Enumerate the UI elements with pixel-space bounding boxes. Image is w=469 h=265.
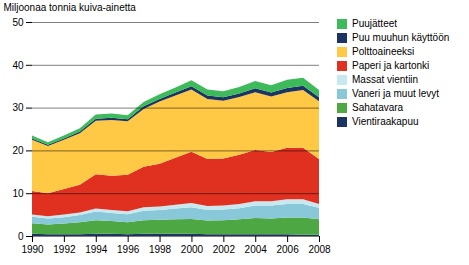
svg-text:20: 20	[12, 145, 24, 156]
svg-text:40: 40	[12, 60, 24, 71]
svg-text:50: 50	[12, 17, 24, 28]
html-text:Puujätteet: Puujätteet	[352, 18, 397, 29]
svg-text:2004: 2004	[245, 244, 268, 255]
svg-text:1990: 1990	[21, 244, 44, 255]
svg-text:2008: 2008	[308, 244, 331, 255]
svg-text:2000: 2000	[181, 244, 204, 255]
svg-text:Miljoonaa tonnia kuiva-ainetta: Miljoonaa tonnia kuiva-ainetta	[4, 2, 137, 13]
html-text:Sahatavara: Sahatavara	[352, 102, 404, 113]
html-text:Polttoaineeksi: Polttoaineeksi	[352, 46, 415, 57]
svg-text:1992: 1992	[53, 244, 76, 255]
svg-text:1994: 1994	[85, 244, 108, 255]
svg-text:10: 10	[12, 188, 24, 199]
svg-text:2002: 2002	[213, 244, 236, 255]
html-text:Massat vientiin: Massat vientiin	[352, 74, 419, 85]
html-text:Puu muuhun käyttöön: Puu muuhun käyttöön	[352, 32, 450, 43]
svg-text:1998: 1998	[149, 244, 172, 255]
svg-text:2006: 2006	[276, 244, 299, 255]
svg-text:1996: 1996	[117, 244, 140, 255]
html-text:Vientiraakapuu: Vientiraakapuu	[352, 116, 419, 127]
html-text:Paperi ja kartonki: Paperi ja kartonki	[352, 60, 430, 71]
svg-text:30: 30	[12, 102, 24, 113]
svg-text:0: 0	[18, 231, 24, 242]
html-text:Vaneri ja muut levyt: Vaneri ja muut levyt	[352, 88, 440, 99]
